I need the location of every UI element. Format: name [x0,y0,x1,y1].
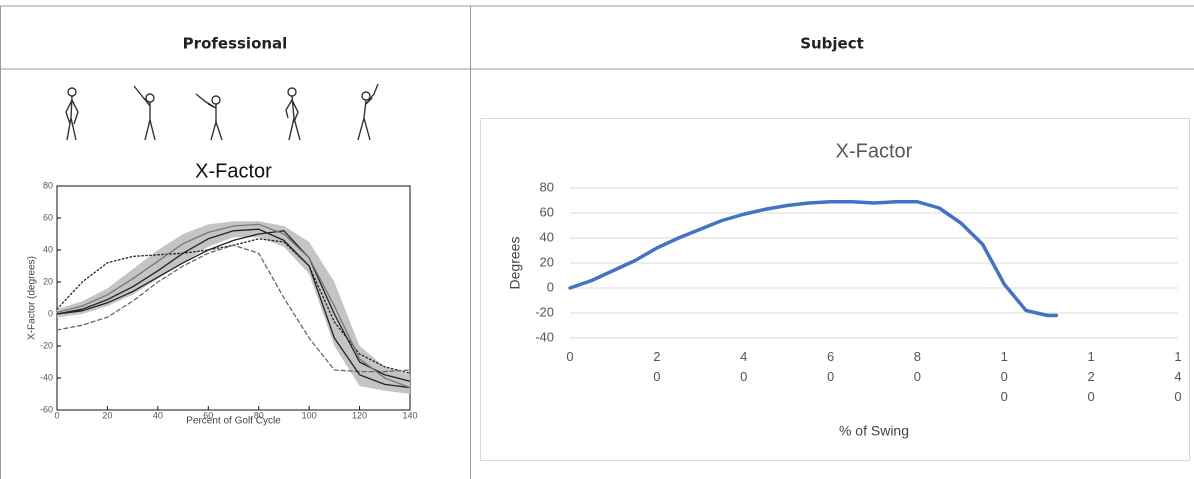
band-area [57,221,410,394]
x-tick-label: 100 [302,410,317,420]
y-tick-label: 60 [43,212,53,222]
chart-title: X-Factor [836,140,913,162]
chart-frame [480,118,1190,461]
column-header: Subject [800,35,864,53]
data-line [56,228,411,389]
y-tick-label: 60 [540,204,554,219]
y-tick-label: 20 [43,276,53,286]
x-tick-label: 0 [566,349,573,364]
y-tick-label: -40 [535,329,554,344]
x-tick-label: 80 [254,410,264,420]
y-tick-label: -20 [40,340,53,350]
y-tick-label: 40 [540,229,554,244]
x-axis-label: % of Swing [839,423,909,439]
data-line [56,244,411,373]
y-tick-label: -20 [535,304,554,319]
table-borders [0,5,1194,479]
y-tick-label: 80 [540,179,554,194]
x-tick-label: 40 [153,410,163,420]
column-header: Professional [183,35,288,53]
y-tick-label: -40 [40,372,53,382]
y-axis-label: X-Factor (degrees) [27,256,38,340]
y-tick-label: 80 [43,180,53,190]
y-tick-label: 20 [540,254,554,269]
x-tick-label: 120 [352,410,367,420]
x-axis-label: Percent of Golf Cycle [186,416,281,427]
plot-frame [56,185,411,411]
x-tick-label: 60 [203,410,213,420]
x-tick-label: 20 [102,410,112,420]
data-line [568,200,1059,318]
y-axis-label: Degrees [507,237,523,290]
y-tick-label: 0 [48,308,53,318]
x-tick-label: 0 [54,410,59,420]
y-tick-label: -60 [40,404,53,414]
data-line [56,223,411,389]
chart-title: X-Factor [195,160,272,182]
data-line [56,230,411,382]
y-tick-label: 40 [43,244,53,254]
x-tick-label: 140 [402,410,417,420]
stick-figures [65,83,379,141]
y-tick-label: 0 [547,279,554,294]
